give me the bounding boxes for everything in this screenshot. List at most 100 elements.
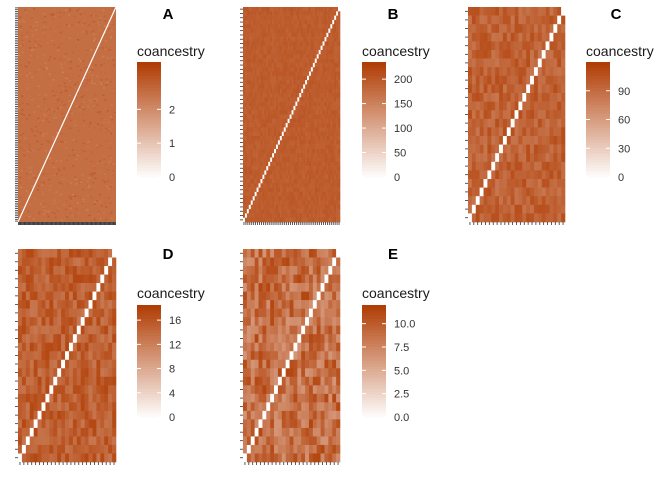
heatmap-cell xyxy=(330,58,333,64)
heatmap-cell xyxy=(46,172,49,175)
heatmap-cell xyxy=(314,217,318,223)
heatmap-cell xyxy=(316,19,319,25)
heatmap-cell xyxy=(291,45,294,51)
heatmap-cell xyxy=(109,75,112,77)
heatmap-cell xyxy=(57,308,62,318)
heatmap-cell xyxy=(549,213,554,223)
heatmap-cell xyxy=(82,108,85,111)
heatmap-cell xyxy=(305,88,308,94)
heatmap-cell xyxy=(336,170,339,175)
heatmap-cell xyxy=(471,32,477,42)
heatmap-cell xyxy=(522,110,527,120)
heatmap-cell xyxy=(277,11,281,16)
heatmap-cell xyxy=(316,153,319,158)
heatmap-cell xyxy=(318,123,321,128)
heatmap-cell xyxy=(533,144,539,154)
heatmap-cell xyxy=(285,213,288,218)
heatmap-cell xyxy=(308,24,312,29)
heatmap-cell xyxy=(96,249,101,258)
heatmap-cell xyxy=(55,191,58,193)
legend-colorbar-step xyxy=(362,116,386,120)
heatmap-cell xyxy=(312,196,316,201)
heatmap-cell xyxy=(287,37,290,42)
heatmap-cell xyxy=(334,97,337,102)
legend-colorbar-step xyxy=(137,110,161,115)
heatmap-cell xyxy=(246,148,250,154)
heatmap-cell xyxy=(274,187,277,193)
heatmap-cell xyxy=(281,105,285,111)
heatmap-cell xyxy=(22,19,25,21)
heatmap-a xyxy=(17,6,117,223)
heatmap-cell xyxy=(308,58,312,64)
heatmap-cell xyxy=(110,132,113,135)
heatmap-cell xyxy=(293,45,296,51)
heatmap-cell xyxy=(90,68,93,71)
heatmap-cell xyxy=(48,141,51,143)
heatmap-cell xyxy=(299,93,302,98)
heatmap-cell xyxy=(293,183,296,188)
heatmap-cell xyxy=(21,51,24,54)
legend-colorbar-step xyxy=(137,151,161,155)
heatmap-cell xyxy=(105,171,108,173)
heatmap-cell xyxy=(514,50,519,59)
heatmap-cell xyxy=(246,127,250,132)
heatmap-cell xyxy=(312,93,316,98)
heatmap-cell xyxy=(57,167,60,170)
heatmap-cell xyxy=(287,144,290,150)
heatmap-cell xyxy=(316,101,319,107)
heatmap-cell xyxy=(88,99,91,101)
heatmap-cell xyxy=(266,209,269,214)
heatmap-cell xyxy=(270,15,273,21)
heatmap-cell xyxy=(262,153,265,158)
heatmap-cell xyxy=(250,217,253,223)
heatmap-cell xyxy=(250,105,253,111)
heatmap-cell xyxy=(264,67,267,72)
heatmap-cell xyxy=(18,249,23,258)
heatmap-cell xyxy=(270,140,273,145)
heatmap-cell xyxy=(483,41,488,51)
heatmap-cell xyxy=(487,110,492,120)
heatmap-cell xyxy=(318,191,321,197)
heatmap-cell xyxy=(303,88,306,94)
heatmap-cell xyxy=(65,249,70,258)
heatmap-cell xyxy=(295,37,298,42)
heatmap-cell xyxy=(307,7,310,12)
heatmap-cell xyxy=(260,50,263,55)
heatmap-cell xyxy=(84,351,89,361)
heatmap-cell xyxy=(272,209,275,214)
heatmap-cell xyxy=(289,183,292,188)
heatmap-cell xyxy=(561,67,566,77)
heatmap-cell xyxy=(533,75,539,85)
heatmap-cell xyxy=(334,88,337,94)
heatmap-cell xyxy=(305,123,308,128)
heatmap-cell xyxy=(316,174,319,180)
heatmap-cell xyxy=(557,41,562,51)
heatmap-cell xyxy=(537,196,543,206)
legend-tick-label: 90 xyxy=(618,86,630,98)
heatmap-cell xyxy=(301,140,304,145)
heatmap-cell xyxy=(320,11,323,16)
heatmap-cell xyxy=(471,75,477,85)
heatmap-cell xyxy=(310,179,314,184)
legend-colorbar-step xyxy=(362,76,386,80)
heatmap-cell xyxy=(87,194,90,197)
heatmap-cell xyxy=(266,157,269,163)
heatmap-cell xyxy=(29,145,31,148)
heatmap-cell xyxy=(243,58,246,64)
heatmap-cell xyxy=(243,32,246,38)
heatmap-cell xyxy=(36,140,39,143)
heatmap-cell xyxy=(297,131,300,137)
heatmap-cell xyxy=(483,101,488,111)
heatmap-cell xyxy=(305,153,308,158)
heatmap-cell xyxy=(248,209,252,214)
heatmap-cell xyxy=(41,325,46,335)
heatmap-cell xyxy=(530,58,535,68)
heatmap-cell xyxy=(262,54,265,59)
heatmap-cell xyxy=(326,41,329,46)
heatmap-cell xyxy=(275,67,279,72)
heatmap-cell xyxy=(56,116,59,119)
heatmap-cell xyxy=(475,161,480,171)
heatmap-cell xyxy=(68,257,74,267)
heatmap-cell xyxy=(72,154,75,157)
heatmap-cell xyxy=(252,153,255,158)
